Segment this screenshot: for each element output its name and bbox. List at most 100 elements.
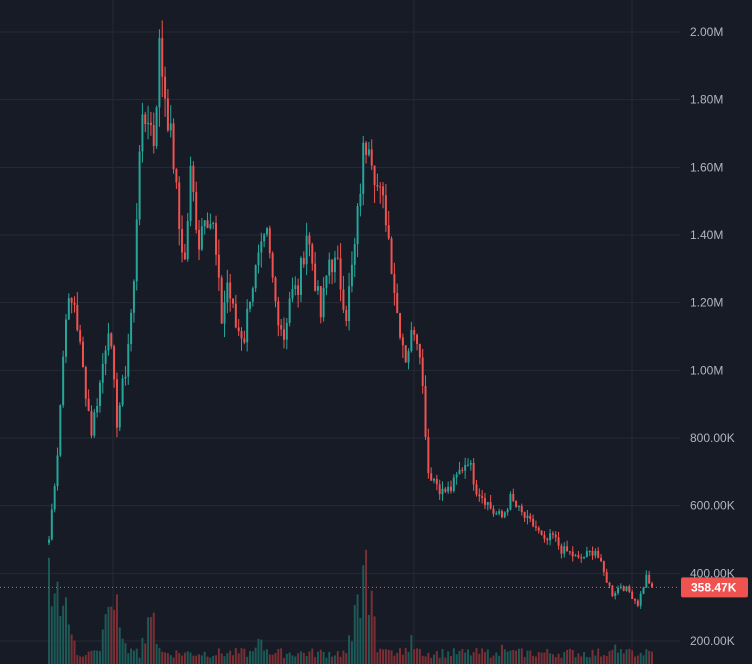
volume-bar xyxy=(260,639,263,664)
volume-bar xyxy=(399,648,402,664)
volume-bar xyxy=(50,606,53,664)
volume-bar xyxy=(220,653,223,664)
candle-body xyxy=(359,193,362,207)
volume-bar xyxy=(614,644,617,664)
volume-bar xyxy=(591,649,594,664)
volume-bar xyxy=(362,565,365,664)
candle-body xyxy=(260,241,263,253)
volume-bar xyxy=(515,650,518,664)
volume-bar xyxy=(413,649,416,664)
candle-body xyxy=(333,257,336,273)
candle-body xyxy=(401,337,404,346)
candle-body xyxy=(113,346,116,380)
price-tick-label: 400.00K xyxy=(690,566,735,580)
candle-body xyxy=(546,538,549,541)
volume-bar xyxy=(325,657,328,664)
candle-body xyxy=(297,285,300,296)
volume-bar xyxy=(195,655,198,664)
volume-bar xyxy=(373,616,376,664)
candle-body xyxy=(73,302,76,305)
candle-body xyxy=(387,225,390,239)
candle-body xyxy=(602,561,605,573)
volume-bar xyxy=(481,648,484,664)
volume-bar xyxy=(67,624,70,664)
candle-body xyxy=(591,550,594,556)
candle-body xyxy=(115,379,118,428)
volume-bar xyxy=(551,654,554,664)
price-tick-label: 1.80M xyxy=(690,93,723,107)
volume-bar xyxy=(130,648,133,664)
candle-body xyxy=(634,599,637,601)
candle-body xyxy=(543,534,546,539)
volume-bar xyxy=(104,614,107,664)
candle-body xyxy=(390,238,393,275)
candle-body xyxy=(407,351,410,363)
volume-bar xyxy=(333,655,336,664)
candle-body xyxy=(540,530,543,535)
candle-body xyxy=(560,545,563,554)
candle-body xyxy=(336,257,339,259)
candle-body xyxy=(226,282,229,303)
price-axis[interactable]: 200.00K 400.00K 600.00K 800.00K 1.00M 1.20M 1.… xyxy=(681,25,748,648)
volume-bar xyxy=(560,657,563,664)
candle-body xyxy=(280,325,283,330)
volume-bar xyxy=(288,652,291,664)
volume-bar xyxy=(232,655,235,664)
candle-body xyxy=(141,114,144,152)
volume-bar xyxy=(407,651,410,664)
volume-bar xyxy=(87,651,90,664)
candle-body xyxy=(206,220,209,229)
volume-bar xyxy=(285,653,288,664)
candle-body xyxy=(515,500,518,507)
candle-body xyxy=(622,586,625,591)
volume-bar xyxy=(509,650,512,664)
candle-body xyxy=(373,165,376,186)
volume-bar xyxy=(141,637,144,664)
candle-body xyxy=(631,591,634,600)
candle-body xyxy=(155,107,158,147)
candle-body xyxy=(164,76,167,99)
candle-body xyxy=(588,550,591,552)
volume-bar xyxy=(472,652,475,664)
volume-bar xyxy=(229,650,232,664)
candle-layer xyxy=(48,20,653,609)
candle-body xyxy=(396,293,399,314)
volume-bar xyxy=(294,656,297,664)
volume-bar xyxy=(384,649,387,664)
candle-body xyxy=(557,537,560,546)
volume-bar xyxy=(217,648,220,664)
volume-bar xyxy=(424,656,427,664)
volume-bar xyxy=(93,650,96,664)
volume-bar xyxy=(302,652,305,664)
candle-body xyxy=(342,289,345,310)
candle-body xyxy=(526,515,529,518)
candle-body xyxy=(288,298,291,323)
volume-bar xyxy=(461,648,464,664)
candle-body xyxy=(651,583,653,588)
volume-bar xyxy=(166,653,169,664)
candle-body xyxy=(130,312,133,344)
candle-body xyxy=(461,469,464,471)
candle-body xyxy=(416,334,419,344)
volume-bar xyxy=(455,654,458,664)
volume-bar xyxy=(642,655,645,664)
volume-bar xyxy=(619,649,622,664)
volume-bar xyxy=(365,549,368,664)
volume-bar xyxy=(410,635,413,664)
volume-bar xyxy=(297,653,300,664)
volume-bar xyxy=(639,652,642,664)
candle-body xyxy=(367,149,370,155)
volume-bar xyxy=(441,649,444,664)
candle-body xyxy=(178,182,181,230)
volume-bar xyxy=(203,651,206,664)
candle-body xyxy=(506,509,509,513)
candle-body xyxy=(435,478,438,485)
volume-bar xyxy=(387,649,390,664)
candle-body xyxy=(319,286,322,318)
volume-bar xyxy=(316,651,319,664)
candle-body xyxy=(175,169,178,183)
volume-bar xyxy=(634,656,637,664)
